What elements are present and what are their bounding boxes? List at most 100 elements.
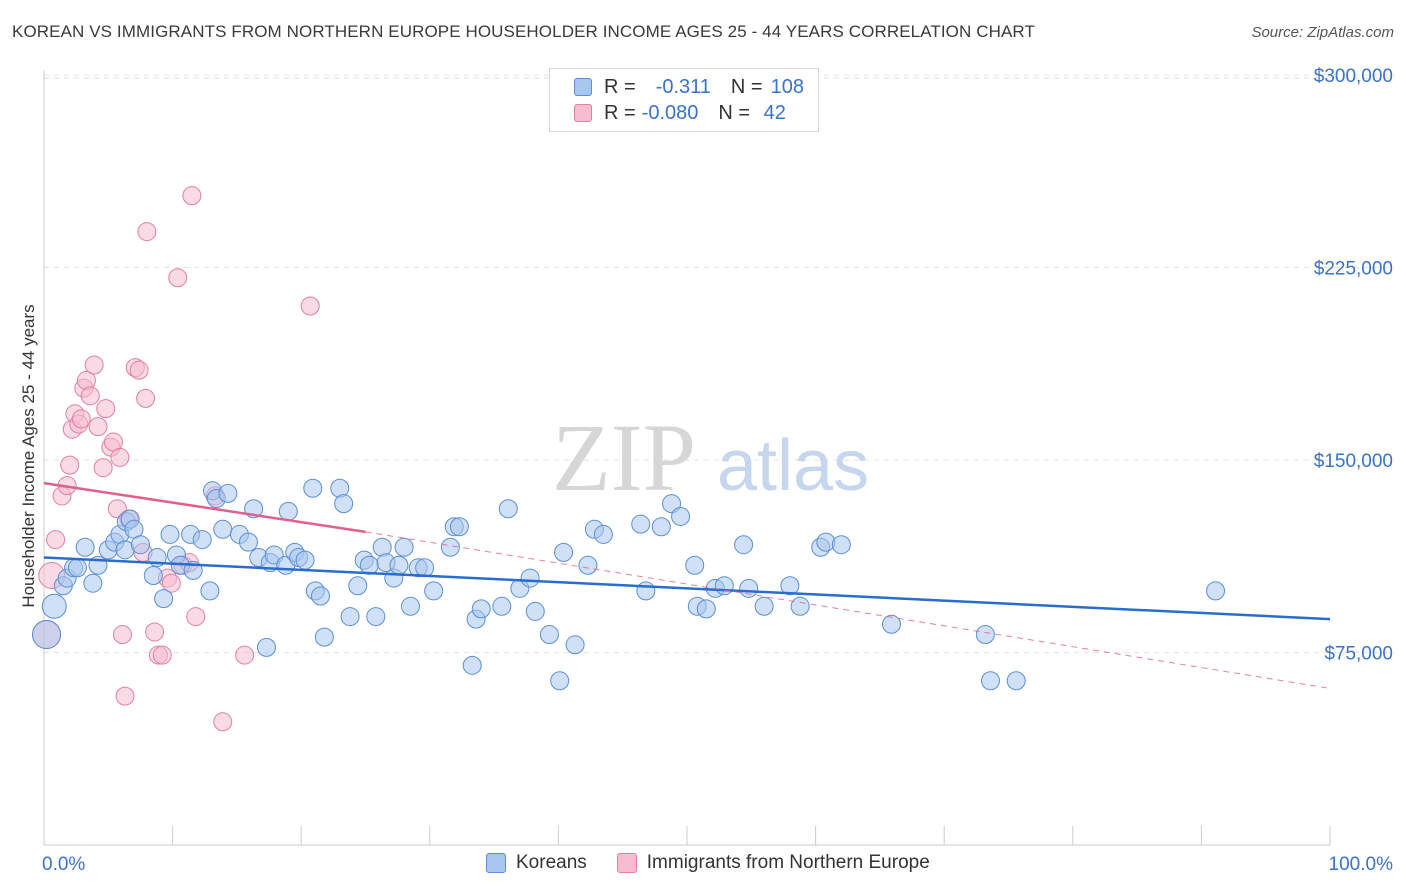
korean-point bbox=[359, 555, 379, 575]
x-axis-tick-labels: 0.0% 100.0% bbox=[42, 854, 1393, 875]
europe-point bbox=[96, 399, 116, 419]
europe-point bbox=[71, 409, 91, 429]
europe-point bbox=[112, 625, 132, 645]
korean-point bbox=[651, 517, 671, 537]
korean-point bbox=[334, 494, 354, 514]
korean-point bbox=[67, 558, 87, 578]
korean-point bbox=[143, 566, 163, 585]
korean-point bbox=[471, 599, 491, 619]
y-axis-tick-labels: $75,000 $150,000 $225,000 $300,000 bbox=[1314, 66, 1393, 665]
europe-point bbox=[186, 607, 206, 627]
korean-point bbox=[1006, 671, 1026, 691]
korean-point bbox=[415, 558, 435, 578]
europe-point bbox=[136, 388, 156, 408]
korean-point bbox=[41, 593, 67, 619]
correlation-legend: R = -0.311 N = 108 R = -0.080 N = 42 bbox=[549, 68, 819, 132]
legend-swatch-europe bbox=[616, 853, 637, 873]
korean-point bbox=[831, 535, 851, 555]
europe-point bbox=[213, 712, 233, 732]
chart-title: KOREAN VS IMMIGRANTS FROM NORTHERN EUROP… bbox=[12, 22, 1035, 41]
gridlines bbox=[44, 74, 1395, 653]
x-tick-label: 100.0% bbox=[1329, 854, 1394, 875]
korean-point bbox=[520, 568, 540, 588]
legend-n-label: N = bbox=[730, 75, 763, 98]
y-axis-label: Householder Income Ages 25 - 44 years bbox=[19, 304, 38, 607]
legend-r-value: -0.311 bbox=[655, 75, 711, 98]
trend-lines bbox=[43, 481, 1331, 689]
korean-point bbox=[780, 576, 800, 596]
europe-point bbox=[145, 622, 165, 642]
legend-n-label: N = bbox=[718, 101, 751, 124]
x-tick-label: 0.0% bbox=[42, 854, 85, 875]
europe-trend-extension bbox=[365, 531, 1331, 689]
legend-swatch-koreans bbox=[486, 853, 506, 873]
legend-item-koreans[interactable]: Koreans bbox=[486, 852, 587, 874]
europe-point bbox=[300, 296, 320, 316]
korean-point bbox=[685, 555, 705, 575]
series-koreans bbox=[32, 478, 1226, 691]
legend-label-europe: Immigrants from Northern Europe bbox=[646, 852, 930, 873]
europe-point bbox=[182, 186, 202, 206]
korean-point bbox=[790, 596, 810, 616]
korean-point bbox=[83, 573, 103, 593]
y-tick-label: $225,000 bbox=[1314, 259, 1393, 280]
legend-row-europe: R = -0.080 N = 42 bbox=[574, 101, 786, 125]
korean-point bbox=[394, 537, 414, 557]
korean-point bbox=[881, 614, 901, 634]
korean-point bbox=[578, 555, 598, 575]
korean-point bbox=[975, 625, 995, 645]
korean-point bbox=[192, 530, 212, 550]
watermark-atlas: atlas bbox=[717, 426, 869, 506]
korean-point bbox=[1206, 581, 1226, 601]
europe-point bbox=[60, 455, 80, 475]
axes bbox=[43, 70, 1331, 846]
legend-item-europe[interactable]: Immigrants from Northern Europe bbox=[616, 852, 930, 874]
europe-point bbox=[84, 355, 104, 375]
korean-point bbox=[256, 637, 276, 657]
legend-n-value: 108 bbox=[770, 75, 804, 98]
legend-r-label: R = bbox=[604, 75, 636, 98]
korean-point bbox=[565, 635, 585, 655]
europe-point bbox=[115, 686, 135, 706]
korean-point bbox=[424, 581, 444, 601]
europe-point bbox=[137, 222, 157, 242]
series-immigrants-northern-europe bbox=[32, 186, 320, 732]
korean-point bbox=[734, 535, 754, 555]
europe-point bbox=[93, 458, 113, 478]
korean-point bbox=[389, 555, 409, 575]
europe-point bbox=[152, 645, 172, 665]
korean-point bbox=[238, 532, 258, 552]
series-legend: Koreans Immigrants from Northern Europe bbox=[486, 852, 960, 874]
korean-point bbox=[314, 627, 334, 647]
korean-point bbox=[75, 537, 95, 557]
korean-point bbox=[340, 607, 360, 627]
korean-point bbox=[462, 655, 482, 675]
korean-point bbox=[213, 519, 233, 539]
korean-point bbox=[310, 586, 330, 606]
korean-point bbox=[32, 620, 62, 650]
korean-point bbox=[440, 537, 460, 557]
korean-point bbox=[303, 478, 323, 498]
legend-row-koreans: R = -0.311 N = 108 bbox=[574, 75, 804, 99]
legend-label-koreans: Koreans bbox=[516, 852, 587, 873]
korean-point bbox=[980, 671, 1000, 691]
legend-r-value: -0.080 bbox=[641, 101, 699, 124]
legend-r-label: R = bbox=[604, 101, 636, 124]
korean-point bbox=[200, 581, 220, 601]
korean-point bbox=[295, 550, 315, 570]
europe-trend-line bbox=[43, 481, 366, 534]
korean-point bbox=[498, 499, 518, 519]
europe-point bbox=[129, 360, 149, 380]
korean-point bbox=[631, 514, 651, 534]
korean-point bbox=[348, 576, 368, 596]
korean-point bbox=[593, 524, 613, 544]
legend-n-value: 42 bbox=[758, 101, 786, 124]
korean-trend-line bbox=[43, 556, 1331, 621]
korean-point bbox=[525, 601, 545, 621]
source-label: Source: ZipAtlas.com bbox=[1251, 24, 1394, 41]
korean-point bbox=[539, 625, 559, 645]
korean-point bbox=[671, 506, 691, 526]
legend-swatch-europe bbox=[574, 104, 592, 122]
korean-point bbox=[154, 589, 174, 609]
